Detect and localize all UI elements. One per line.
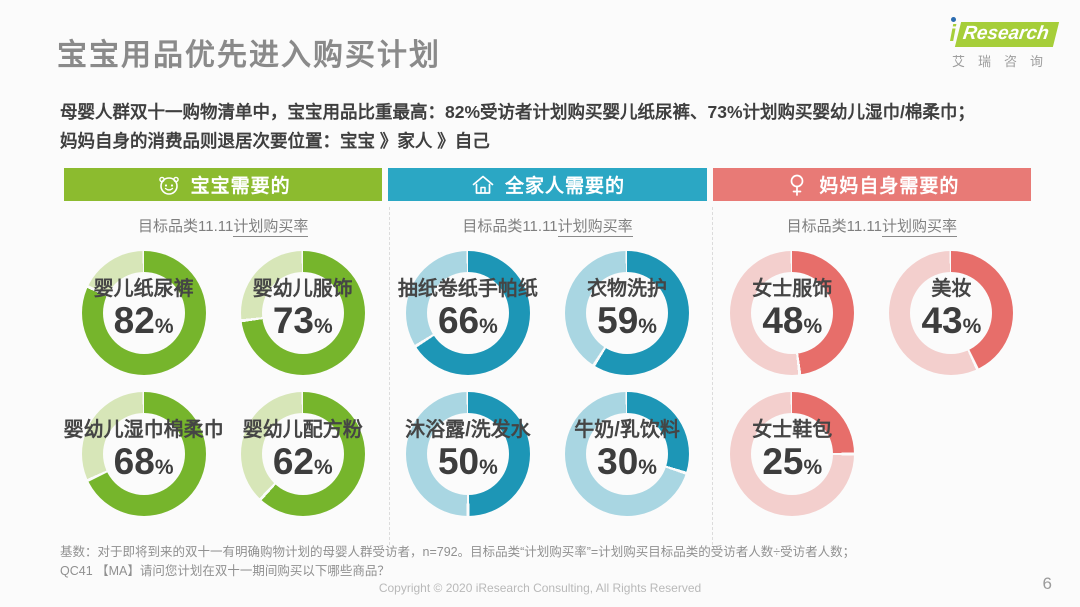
donut-chart: 婴幼儿服饰 73% (240, 251, 365, 375)
donut-label: 婴幼儿服饰 (252, 278, 353, 300)
column-mom-title: 妈妈自身需要的 (819, 176, 960, 197)
donut-chart: 婴儿纸尿裤 82% (81, 251, 206, 375)
column-separator (712, 207, 713, 545)
logo-letter-i: i (949, 20, 956, 46)
donut-label: 抽纸卷纸手帕纸 (397, 278, 538, 300)
donut-hole (910, 272, 993, 354)
baby-icon (158, 176, 179, 195)
donut-chart: 女士服饰 48% (730, 251, 855, 375)
iresearch-logo: i Research 艾瑞咨询 (926, 17, 1060, 70)
donut-label: 婴幼儿配方粉 (242, 419, 363, 441)
donut-text: 女士鞋包 25% (692, 418, 892, 490)
logo-brand-text: Research (962, 23, 1051, 44)
column-mom: 妈妈自身需要的 目标品类11.11计划购买率 女士服饰 48% 美妆 43% 女士鞋包 2… (712, 168, 1031, 516)
donut-text: 婴儿纸尿裤 82% (44, 277, 244, 349)
column-family-subtitle: 目标品类11.11计划购买率 (388, 215, 706, 237)
donut-label: 美妆 (931, 278, 972, 300)
donut-value: 50% (437, 441, 498, 482)
column-family-header: 全家人需要的 (388, 168, 707, 201)
donut-value: 25% (762, 441, 823, 482)
column-baby-title: 宝宝需要的 (190, 176, 291, 197)
chart-columns: 宝宝需要的 目标品类11.11计划购买率 婴儿纸尿裤 82% 婴幼儿服饰 73% 婴幼儿… (64, 168, 1031, 516)
donut-label: 婴儿纸尿裤 (93, 278, 194, 300)
footnote-line-1: 基数：对于即将到来的双十一有明确购物计划的母婴人群受访者，n=792。目标品类“… (60, 545, 856, 559)
column-baby-header: 宝宝需要的 (64, 168, 383, 201)
donut-chart: 婴幼儿湿巾棉柔巾 68% (64, 392, 224, 516)
donut-value: 66% (437, 300, 498, 341)
donut-label: 衣物洗护 (587, 278, 668, 300)
column-family: 全家人需要的 目标品类11.11计划购买率 抽纸卷纸手帕纸 66% 衣物洗护 59% 沐… (388, 168, 707, 516)
donut-value: 62% (272, 441, 333, 482)
donut-hole (586, 413, 669, 495)
donut-chart: 牛奶/乳饮料 30% (565, 392, 690, 516)
column-mom-header: 妈妈自身需要的 (712, 168, 1031, 201)
donut-hole (751, 413, 834, 495)
donut-text: 婴幼儿服饰 73% (203, 277, 403, 349)
donut-hole (586, 272, 669, 354)
footnote-line-2: QC41 【MA】请问您计划在双十一期间购买以下哪些商品？ (60, 564, 390, 578)
donut-text: 婴幼儿湿巾棉柔巾 68% (44, 418, 244, 490)
donut-hole (426, 272, 509, 354)
logo-blue-dot-icon (950, 17, 956, 22)
house-icon (472, 175, 494, 194)
donut-text: 婴幼儿配方粉 62% (203, 418, 403, 490)
donut-text: 沐浴露/洗发水 50% (368, 418, 568, 490)
page-title: 宝宝用品优先进入购买计划 (57, 39, 441, 72)
donut-hole (751, 272, 834, 354)
subtitle-prefix: 目标品类11.11 (462, 218, 558, 235)
donut-chart: 婴幼儿配方粉 62% (240, 392, 365, 516)
donut-hole (426, 413, 509, 495)
donut-hole (102, 413, 185, 495)
footnote: 基数：对于即将到来的双十一有明确购物计划的母婴人群受访者，n=792。目标品类“… (60, 543, 1050, 581)
logo-chinese-name: 艾瑞咨询 (951, 54, 1056, 69)
donut-value: 30% (597, 441, 657, 482)
donut-chart: 美妆 43% (889, 251, 1014, 375)
intro-line-2: 妈妈自身的消费品则退居次要位置：宝宝 》家人 》自己 (60, 131, 490, 151)
donut-hole (261, 413, 344, 495)
subtitle-underlined: 计划购买率 (233, 218, 309, 237)
donut-hole (102, 272, 185, 354)
female-icon (790, 174, 804, 196)
column-baby: 宝宝需要的 目标品类11.11计划购买率 婴儿纸尿裤 82% 婴幼儿服饰 73% 婴幼儿… (64, 168, 383, 516)
donut-value: 43% (921, 300, 982, 341)
iresearch-logo-wordmark: i Research (949, 17, 1060, 47)
column-mom-subtitle: 目标品类11.11计划购买率 (713, 215, 1031, 237)
donut-label: 婴幼儿湿巾棉柔巾 (63, 419, 224, 441)
subtitle-underlined: 计划购买率 (881, 218, 957, 237)
donut-text: 抽纸卷纸手帕纸 66% (368, 277, 568, 349)
donut-label: 沐浴露/洗发水 (405, 419, 531, 441)
column-separator (389, 207, 390, 545)
donut-value: 59% (597, 300, 657, 341)
donut-value: 82% (113, 300, 174, 341)
subtitle-prefix: 目标品类11.11 (138, 218, 234, 235)
donut-chart: 抽纸卷纸手帕纸 66% (398, 251, 538, 375)
column-mom-donuts: 女士服饰 48% 美妆 43% 女士鞋包 25% (713, 251, 1031, 516)
donut-text: 衣物洗护 59% (527, 277, 727, 349)
page-number: 6 (1042, 574, 1052, 593)
column-baby-subtitle: 目标品类11.11计划购买率 (64, 215, 382, 237)
logo-green-box: Research (955, 22, 1060, 47)
donut-hole (261, 272, 344, 354)
donut-value: 73% (272, 300, 333, 341)
donut-label: 牛奶/乳饮料 (574, 419, 680, 441)
column-family-donuts: 抽纸卷纸手帕纸 66% 衣物洗护 59% 沐浴露/洗发水 50% 牛奶/乳饮料 30% (388, 251, 706, 516)
donut-value: 48% (762, 300, 823, 341)
donut-value: 68% (113, 441, 174, 482)
donut-text: 女士服饰 48% (692, 277, 892, 349)
subtitle-prefix: 目标品类11.11 (786, 218, 882, 235)
donut-label: 女士服饰 (752, 278, 833, 300)
donut-chart: 沐浴露/洗发水 50% (405, 392, 531, 516)
donut-chart: 女士鞋包 25% (730, 392, 855, 516)
donut-chart: 衣物洗护 59% (565, 251, 690, 375)
copyright: Copyright © 2020 iResearch Consulting, A… (378, 581, 702, 595)
subtitle-underlined: 计划购买率 (557, 218, 633, 237)
intro-line-1: 母婴人群双十一购物清单中，宝宝用品比重最高：82%受访者计划购买婴儿纸尿裤、73… (60, 102, 975, 122)
donut-text: 美妆 43% (851, 277, 1051, 349)
intro-paragraph: 母婴人群双十一购物清单中，宝宝用品比重最高：82%受访者计划购买婴儿纸尿裤、73… (60, 98, 1040, 156)
column-family-title: 全家人需要的 (504, 176, 625, 197)
donut-label: 女士鞋包 (752, 419, 833, 441)
donut-text: 牛奶/乳饮料 30% (527, 418, 727, 490)
column-baby-donuts: 婴儿纸尿裤 82% 婴幼儿服饰 73% 婴幼儿湿巾棉柔巾 68% 婴幼儿配方粉 62% (64, 251, 382, 516)
